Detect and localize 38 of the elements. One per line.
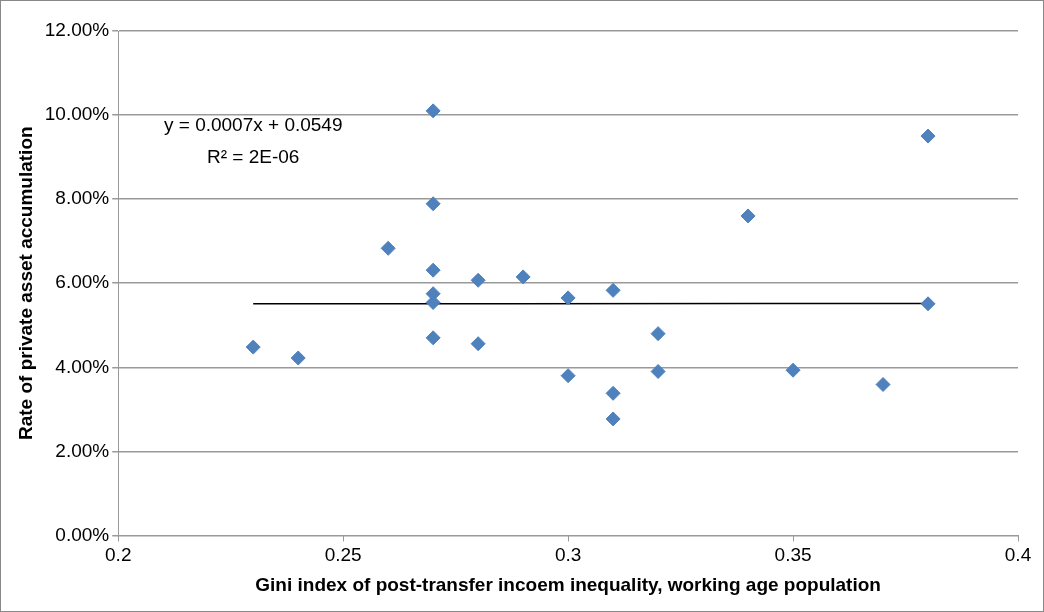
point bbox=[560, 290, 576, 306]
x-tick-label: 0.35 bbox=[774, 544, 812, 566]
y-axis-title: Rate of private asset accumulation bbox=[14, 126, 36, 440]
y-tick-label: 4.00% bbox=[55, 355, 110, 377]
x-tick-label: 0.4 bbox=[1004, 544, 1032, 566]
point bbox=[425, 196, 441, 212]
point bbox=[920, 128, 936, 144]
point bbox=[290, 350, 306, 366]
y-tick-label: 12.00% bbox=[44, 19, 110, 41]
x-tick-label: 0.3 bbox=[554, 544, 582, 566]
y-tick-label: 0.00% bbox=[55, 523, 110, 545]
point bbox=[425, 262, 441, 278]
point bbox=[560, 368, 576, 384]
point bbox=[245, 339, 261, 355]
point bbox=[380, 240, 396, 256]
point bbox=[605, 385, 621, 401]
point bbox=[515, 269, 531, 285]
point bbox=[470, 272, 486, 288]
point bbox=[425, 103, 441, 119]
point bbox=[650, 363, 666, 379]
y-tick-label: 8.00% bbox=[55, 187, 110, 209]
y-tick-label: 2.00% bbox=[55, 439, 110, 461]
y-tick-label: 10.00% bbox=[44, 103, 110, 125]
y-tick-label: 6.00% bbox=[55, 271, 110, 293]
point bbox=[425, 330, 441, 346]
point bbox=[605, 282, 621, 298]
point bbox=[875, 377, 891, 392]
point bbox=[740, 208, 756, 224]
point bbox=[785, 362, 801, 378]
point bbox=[650, 326, 666, 342]
annotation: y = 0.0007x + 0.0549 bbox=[163, 114, 343, 136]
point bbox=[605, 411, 621, 427]
annotation: R² = 2E-06 bbox=[207, 146, 300, 168]
point bbox=[470, 336, 486, 352]
point bbox=[920, 296, 936, 312]
x-tick-label: 0.25 bbox=[324, 544, 362, 566]
x-tick-label: 0.2 bbox=[105, 544, 132, 566]
x-axis-title: Gini index of post-transfer incoem inequality, working age population bbox=[255, 573, 881, 595]
